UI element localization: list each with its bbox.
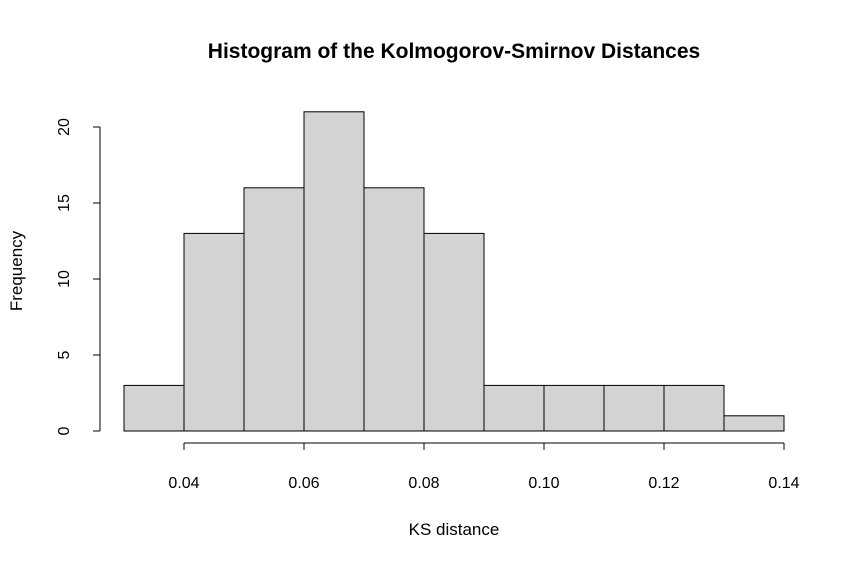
histogram-bar xyxy=(723,415,785,432)
histogram-bar xyxy=(303,111,365,432)
histogram-bar xyxy=(543,384,605,432)
histogram-bar xyxy=(123,384,185,432)
x-tick-label: 0.08 xyxy=(408,475,439,492)
y-axis: 0 5 10 15 20 xyxy=(56,118,101,435)
histogram-bar xyxy=(423,232,485,432)
x-axis-label: KS distance xyxy=(409,520,500,539)
x-tick-label: 0.14 xyxy=(768,475,799,492)
histogram-bar xyxy=(483,384,545,432)
x-tick-label: 0.10 xyxy=(528,475,559,492)
x-tick-label: 0.12 xyxy=(648,475,679,492)
histogram-bar xyxy=(663,384,725,432)
histogram-bar xyxy=(603,384,665,432)
y-tick-label: 20 xyxy=(56,118,73,136)
histogram-bar xyxy=(243,187,305,432)
histogram-bar xyxy=(183,232,245,432)
y-tick-label: 5 xyxy=(56,350,73,359)
chart-title: Histogram of the Kolmogorov-Smirnov Dist… xyxy=(208,40,700,63)
y-tick-label: 15 xyxy=(56,194,73,212)
bars-group xyxy=(123,111,785,432)
y-axis-label: Frequency xyxy=(7,230,26,311)
x-axis: 0.04 0.06 0.08 0.10 0.12 0.14 xyxy=(168,442,800,492)
y-tick-label: 10 xyxy=(56,270,73,288)
y-tick-label: 0 xyxy=(56,426,73,435)
histogram-bar xyxy=(363,187,425,432)
x-tick-label: 0.04 xyxy=(168,475,199,492)
x-tick-label: 0.06 xyxy=(288,475,319,492)
